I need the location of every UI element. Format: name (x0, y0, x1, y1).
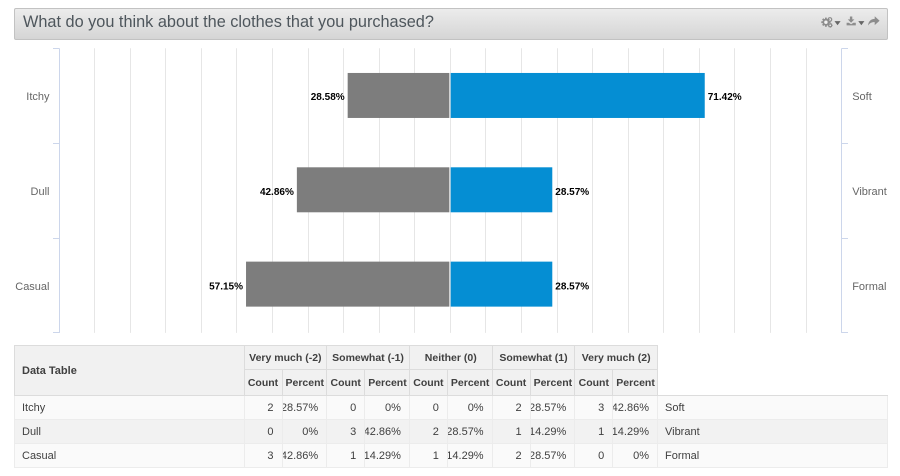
svg-text:Casual: Casual (15, 281, 49, 293)
svg-text:Dull: Dull (31, 186, 50, 198)
svg-text:28.57%: 28.57% (555, 187, 589, 198)
svg-text:71.42%: 71.42% (708, 92, 742, 103)
svg-text:28.58%: 28.58% (311, 92, 345, 103)
svg-text:42.86%: 42.86% (260, 187, 294, 198)
svg-text:28.57%: 28.57% (555, 282, 589, 293)
svg-text:Itchy: Itchy (26, 91, 50, 103)
svg-text:57.15%: 57.15% (209, 282, 243, 293)
svg-text:Formal: Formal (852, 281, 886, 293)
svg-text:Soft: Soft (852, 91, 872, 103)
svg-text:Vibrant: Vibrant (852, 186, 887, 198)
